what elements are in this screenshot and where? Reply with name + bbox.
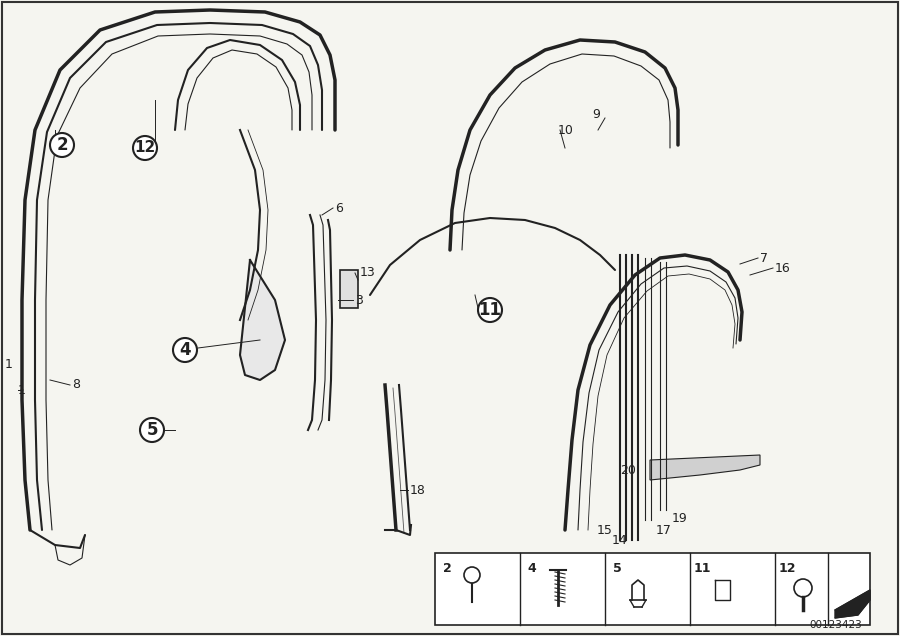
Text: 20: 20 (620, 464, 636, 476)
FancyBboxPatch shape (435, 553, 870, 625)
Text: 7: 7 (760, 251, 768, 265)
Text: 17: 17 (656, 523, 672, 537)
Text: 12: 12 (134, 141, 156, 155)
Text: 18: 18 (410, 483, 426, 497)
Text: 2: 2 (443, 562, 452, 575)
Text: 10: 10 (558, 123, 574, 137)
Text: 19: 19 (672, 511, 688, 525)
Text: 2: 2 (56, 136, 68, 154)
Text: 11: 11 (479, 301, 501, 319)
Text: 5: 5 (613, 562, 621, 575)
Circle shape (478, 298, 502, 322)
Text: 12: 12 (778, 562, 796, 575)
Text: 11: 11 (693, 562, 711, 575)
Text: 15: 15 (597, 523, 613, 537)
Text: 1: 1 (5, 359, 13, 371)
Text: 4: 4 (179, 341, 191, 359)
Text: 00123423: 00123423 (809, 620, 862, 630)
Text: 9: 9 (592, 109, 600, 121)
Text: 14: 14 (612, 534, 628, 546)
Text: 13: 13 (360, 266, 376, 279)
Circle shape (133, 136, 157, 160)
Text: 6: 6 (335, 202, 343, 214)
Circle shape (794, 579, 812, 597)
Text: 16: 16 (775, 261, 791, 275)
Polygon shape (835, 590, 870, 618)
Text: 8: 8 (72, 378, 80, 392)
Text: 5: 5 (146, 421, 158, 439)
FancyBboxPatch shape (340, 270, 358, 308)
Circle shape (464, 567, 480, 583)
Text: 4: 4 (527, 562, 536, 575)
Polygon shape (650, 455, 760, 480)
Circle shape (140, 418, 164, 442)
Circle shape (173, 338, 197, 362)
Text: 1: 1 (18, 384, 26, 396)
Text: 3: 3 (355, 293, 363, 307)
Polygon shape (240, 260, 285, 380)
Circle shape (50, 133, 74, 157)
